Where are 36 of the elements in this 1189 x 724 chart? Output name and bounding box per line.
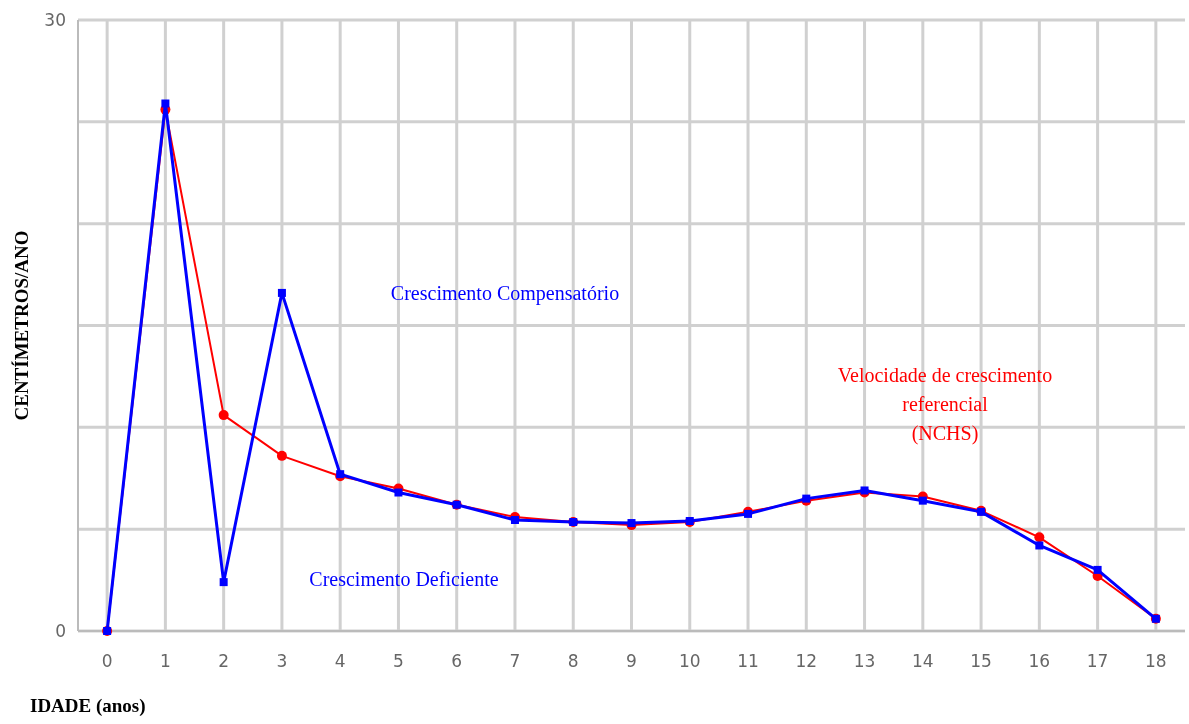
x-tick-label: 10	[678, 651, 701, 671]
x-tick-label: 15	[970, 651, 992, 671]
x-tick-label: 9	[626, 651, 637, 671]
x-tick-label: 0	[101, 651, 113, 671]
point	[918, 496, 927, 505]
x-tick-label: 11	[737, 651, 759, 671]
y-axis-title: CENTÍMETROS/ANO	[11, 230, 32, 421]
x-tick-label: 3	[276, 651, 288, 671]
x-tick-label: 12	[795, 651, 818, 671]
x-tick-label: 1	[159, 651, 171, 671]
x-tick-label: 7	[509, 651, 521, 671]
x-tick-label: 2	[218, 651, 230, 671]
x-axis-title: IDADE (anos)	[30, 695, 146, 717]
text: Velocidade de crescimento referencial (NCHS)	[837, 364, 1053, 445]
point	[277, 288, 286, 297]
x-tick-label: 6	[451, 651, 463, 671]
point	[1034, 532, 1045, 543]
point	[1035, 541, 1044, 550]
x-tick-label: 8	[567, 651, 579, 671]
x-tick-label: 4	[334, 651, 346, 671]
point	[510, 516, 519, 524]
x-tick-label: 18	[1145, 651, 1167, 671]
point	[1093, 565, 1102, 574]
annotation: Crescimento Compensatório	[390, 282, 620, 305]
x-tick-label: 16	[1028, 651, 1051, 671]
x-tick-label: 17	[1086, 651, 1109, 671]
x-tick-label: 13	[853, 651, 876, 671]
point	[394, 488, 403, 497]
point	[218, 410, 229, 421]
x-tick-label: 14	[912, 651, 934, 671]
y-tick-label: 30	[44, 9, 66, 30]
annotation: Crescimento Deficiente	[309, 568, 499, 590]
point	[219, 578, 228, 587]
point	[161, 99, 170, 108]
point	[276, 450, 287, 461]
x-tick-label: 5	[393, 651, 404, 671]
